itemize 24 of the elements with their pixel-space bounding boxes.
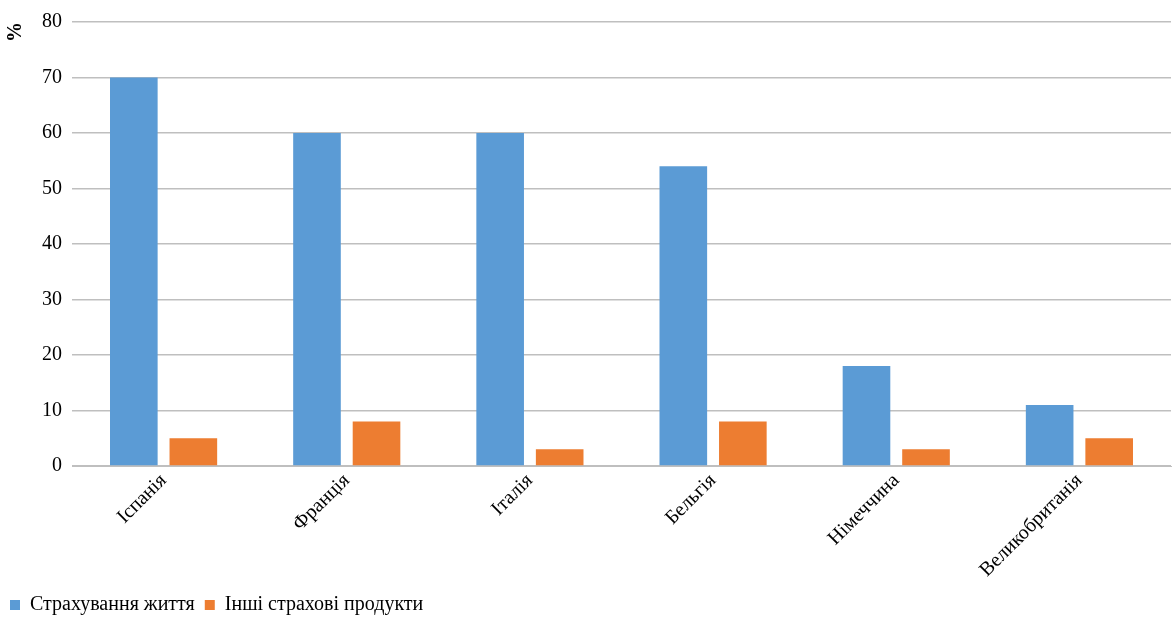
y-axis-title: % <box>3 22 26 42</box>
y-tick-label: 0 <box>52 453 62 476</box>
y-tick-label: 70 <box>42 64 62 87</box>
bar <box>719 421 767 466</box>
y-tick-label: 60 <box>42 120 62 143</box>
y-tick-label: 10 <box>42 397 62 420</box>
bar <box>535 449 584 466</box>
bar <box>659 166 708 466</box>
bar <box>110 77 158 466</box>
y-tick-label: 20 <box>42 342 62 365</box>
bar <box>1085 438 1133 466</box>
y-tick-label: 80 <box>42 9 62 32</box>
bar <box>352 421 401 466</box>
bar <box>1025 404 1074 466</box>
bar <box>842 366 891 466</box>
bar <box>476 133 524 466</box>
y-tick-label: 50 <box>42 175 62 198</box>
y-tick-label: 30 <box>42 286 62 309</box>
bar <box>293 133 341 466</box>
bar <box>902 449 950 466</box>
legend-label: Інші страхові продукти <box>224 592 424 616</box>
y-tick-label: 40 <box>42 231 62 254</box>
legend-label: Страхування життя <box>30 592 195 616</box>
bar <box>169 438 218 466</box>
